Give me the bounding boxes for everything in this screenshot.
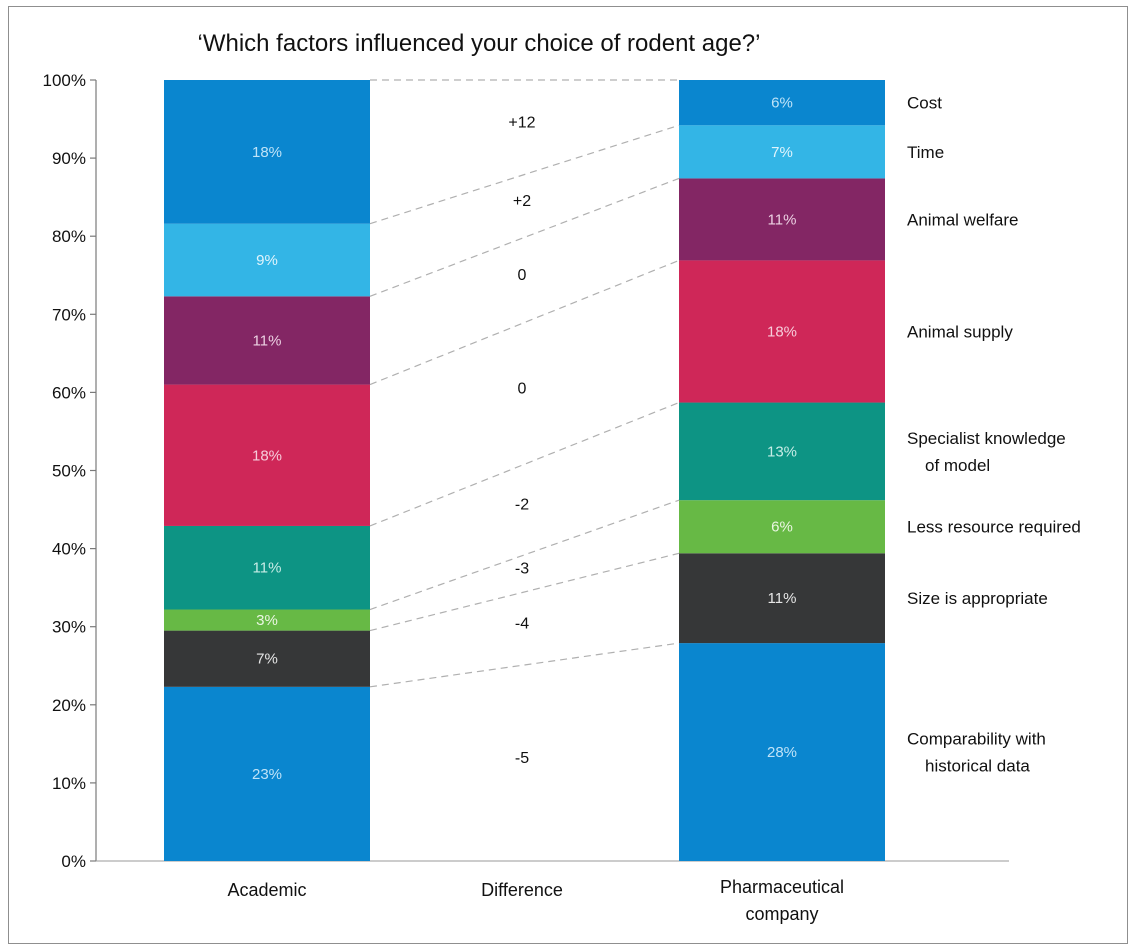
y-axis: 0% 10% 20% 30% 40% 50% 60% 70% 80% 90% 100% xyxy=(43,71,1009,871)
x-label-pharma: company xyxy=(745,904,818,924)
pharma-segment-label: 11% xyxy=(768,211,797,228)
academic-bar-segment xyxy=(164,384,370,526)
pharma-segment-label: 7% xyxy=(771,144,793,161)
legend-label: Time xyxy=(907,143,944,162)
y-tick-label: 100% xyxy=(43,71,86,90)
academic-segment-label: 11% xyxy=(253,560,282,577)
difference-label: -3 xyxy=(515,560,529,577)
pharma-bar-segment xyxy=(679,553,885,644)
difference-labels: -5 -4 -3 -2 0 0 +2 +12 xyxy=(508,114,535,767)
legend-label: Specialist knowledge xyxy=(907,429,1066,448)
pharma-bar-segment xyxy=(679,643,885,861)
pharma-segment-label: 6% xyxy=(771,95,793,112)
academic-bar-segment xyxy=(164,686,370,861)
y-tick-label: 70% xyxy=(52,305,86,324)
legend-label: Size is appropriate xyxy=(907,589,1048,608)
academic-bar-segment xyxy=(164,630,370,687)
legend-label: Animal welfare xyxy=(907,210,1019,229)
y-tick-label: 40% xyxy=(52,540,86,559)
pharma-bar-segment xyxy=(679,178,885,261)
difference-label: -5 xyxy=(515,750,529,767)
y-tick-label: 20% xyxy=(52,696,86,715)
y-tick-label: 30% xyxy=(52,618,86,637)
difference-label: +2 xyxy=(513,193,531,210)
connector-line xyxy=(369,124,680,225)
segment-labels: 23% 7% 3% 11% 18% 11% 9% 18% 28% 11% 6% 13% 18% 11% 7%… xyxy=(252,95,797,783)
legend-label: historical data xyxy=(925,757,1030,776)
connector-line xyxy=(369,259,680,386)
y-tick-label: 90% xyxy=(52,149,86,168)
stacked-bar-chart: ‘Which factors influenced your choice of… xyxy=(43,30,1081,924)
y-tick-label: 60% xyxy=(52,383,86,402)
pharma-segment-label: 18% xyxy=(767,323,797,340)
x-axis-labels: Academic Difference Pharmaceutical company xyxy=(227,877,844,924)
pharma-segment-label: 13% xyxy=(767,443,797,460)
academic-segment-label: 18% xyxy=(252,447,282,464)
legend-label: of model xyxy=(925,456,990,475)
chart-title: ‘Which factors influenced your choice of… xyxy=(198,30,761,57)
connector-line xyxy=(369,642,680,688)
legend: Comparability with historical data Size is… xyxy=(907,94,1081,776)
legend-label: Animal supply xyxy=(907,322,1013,341)
connector-line xyxy=(369,552,680,632)
academic-bar-segment xyxy=(164,80,370,224)
x-label-pharma: Pharmaceutical xyxy=(720,877,844,897)
academic-segment-label: 11% xyxy=(253,332,282,349)
y-tick-label: 10% xyxy=(52,774,86,793)
chart-frame: ‘Which factors influenced your choice of… xyxy=(8,6,1128,944)
y-tick-label: 50% xyxy=(52,462,86,481)
academic-bar-segment xyxy=(164,223,370,297)
difference-label: -4 xyxy=(515,615,529,632)
y-tick-label: 0% xyxy=(61,852,86,871)
pharma-bar-segment xyxy=(679,260,885,403)
x-label-difference: Difference xyxy=(481,880,563,900)
academic-bar-segment xyxy=(164,296,370,385)
pharma-bar-segment xyxy=(679,402,885,501)
connector-line xyxy=(369,401,680,527)
academic-segment-label: 18% xyxy=(252,144,282,161)
x-label-academic: Academic xyxy=(227,880,306,900)
legend-label: Less resource required xyxy=(907,518,1081,537)
difference-label: 0 xyxy=(518,267,527,284)
academic-bar-segment xyxy=(164,609,370,631)
difference-label: -2 xyxy=(515,497,529,514)
academic-segment-label: 23% xyxy=(252,766,282,783)
academic-bar-segment xyxy=(164,525,370,610)
pharma-bar-segment xyxy=(679,125,885,179)
bars xyxy=(164,80,885,861)
pharma-bar-segment xyxy=(679,500,885,554)
difference-label: 0 xyxy=(518,380,527,397)
legend-label: Comparability with xyxy=(907,730,1046,749)
connector-lines xyxy=(369,79,680,688)
pharma-segment-label: 6% xyxy=(771,519,793,536)
academic-segment-label: 7% xyxy=(256,651,278,668)
pharma-segment-label: 28% xyxy=(767,744,797,761)
connector-line xyxy=(369,499,680,611)
difference-label: +12 xyxy=(508,114,535,131)
pharma-bar-segment xyxy=(679,80,885,126)
academic-segment-label: 9% xyxy=(256,252,278,269)
legend-label: Cost xyxy=(907,94,942,113)
academic-segment-label: 3% xyxy=(256,612,278,629)
y-tick-label: 80% xyxy=(52,227,86,246)
pharma-segment-label: 11% xyxy=(768,590,797,607)
